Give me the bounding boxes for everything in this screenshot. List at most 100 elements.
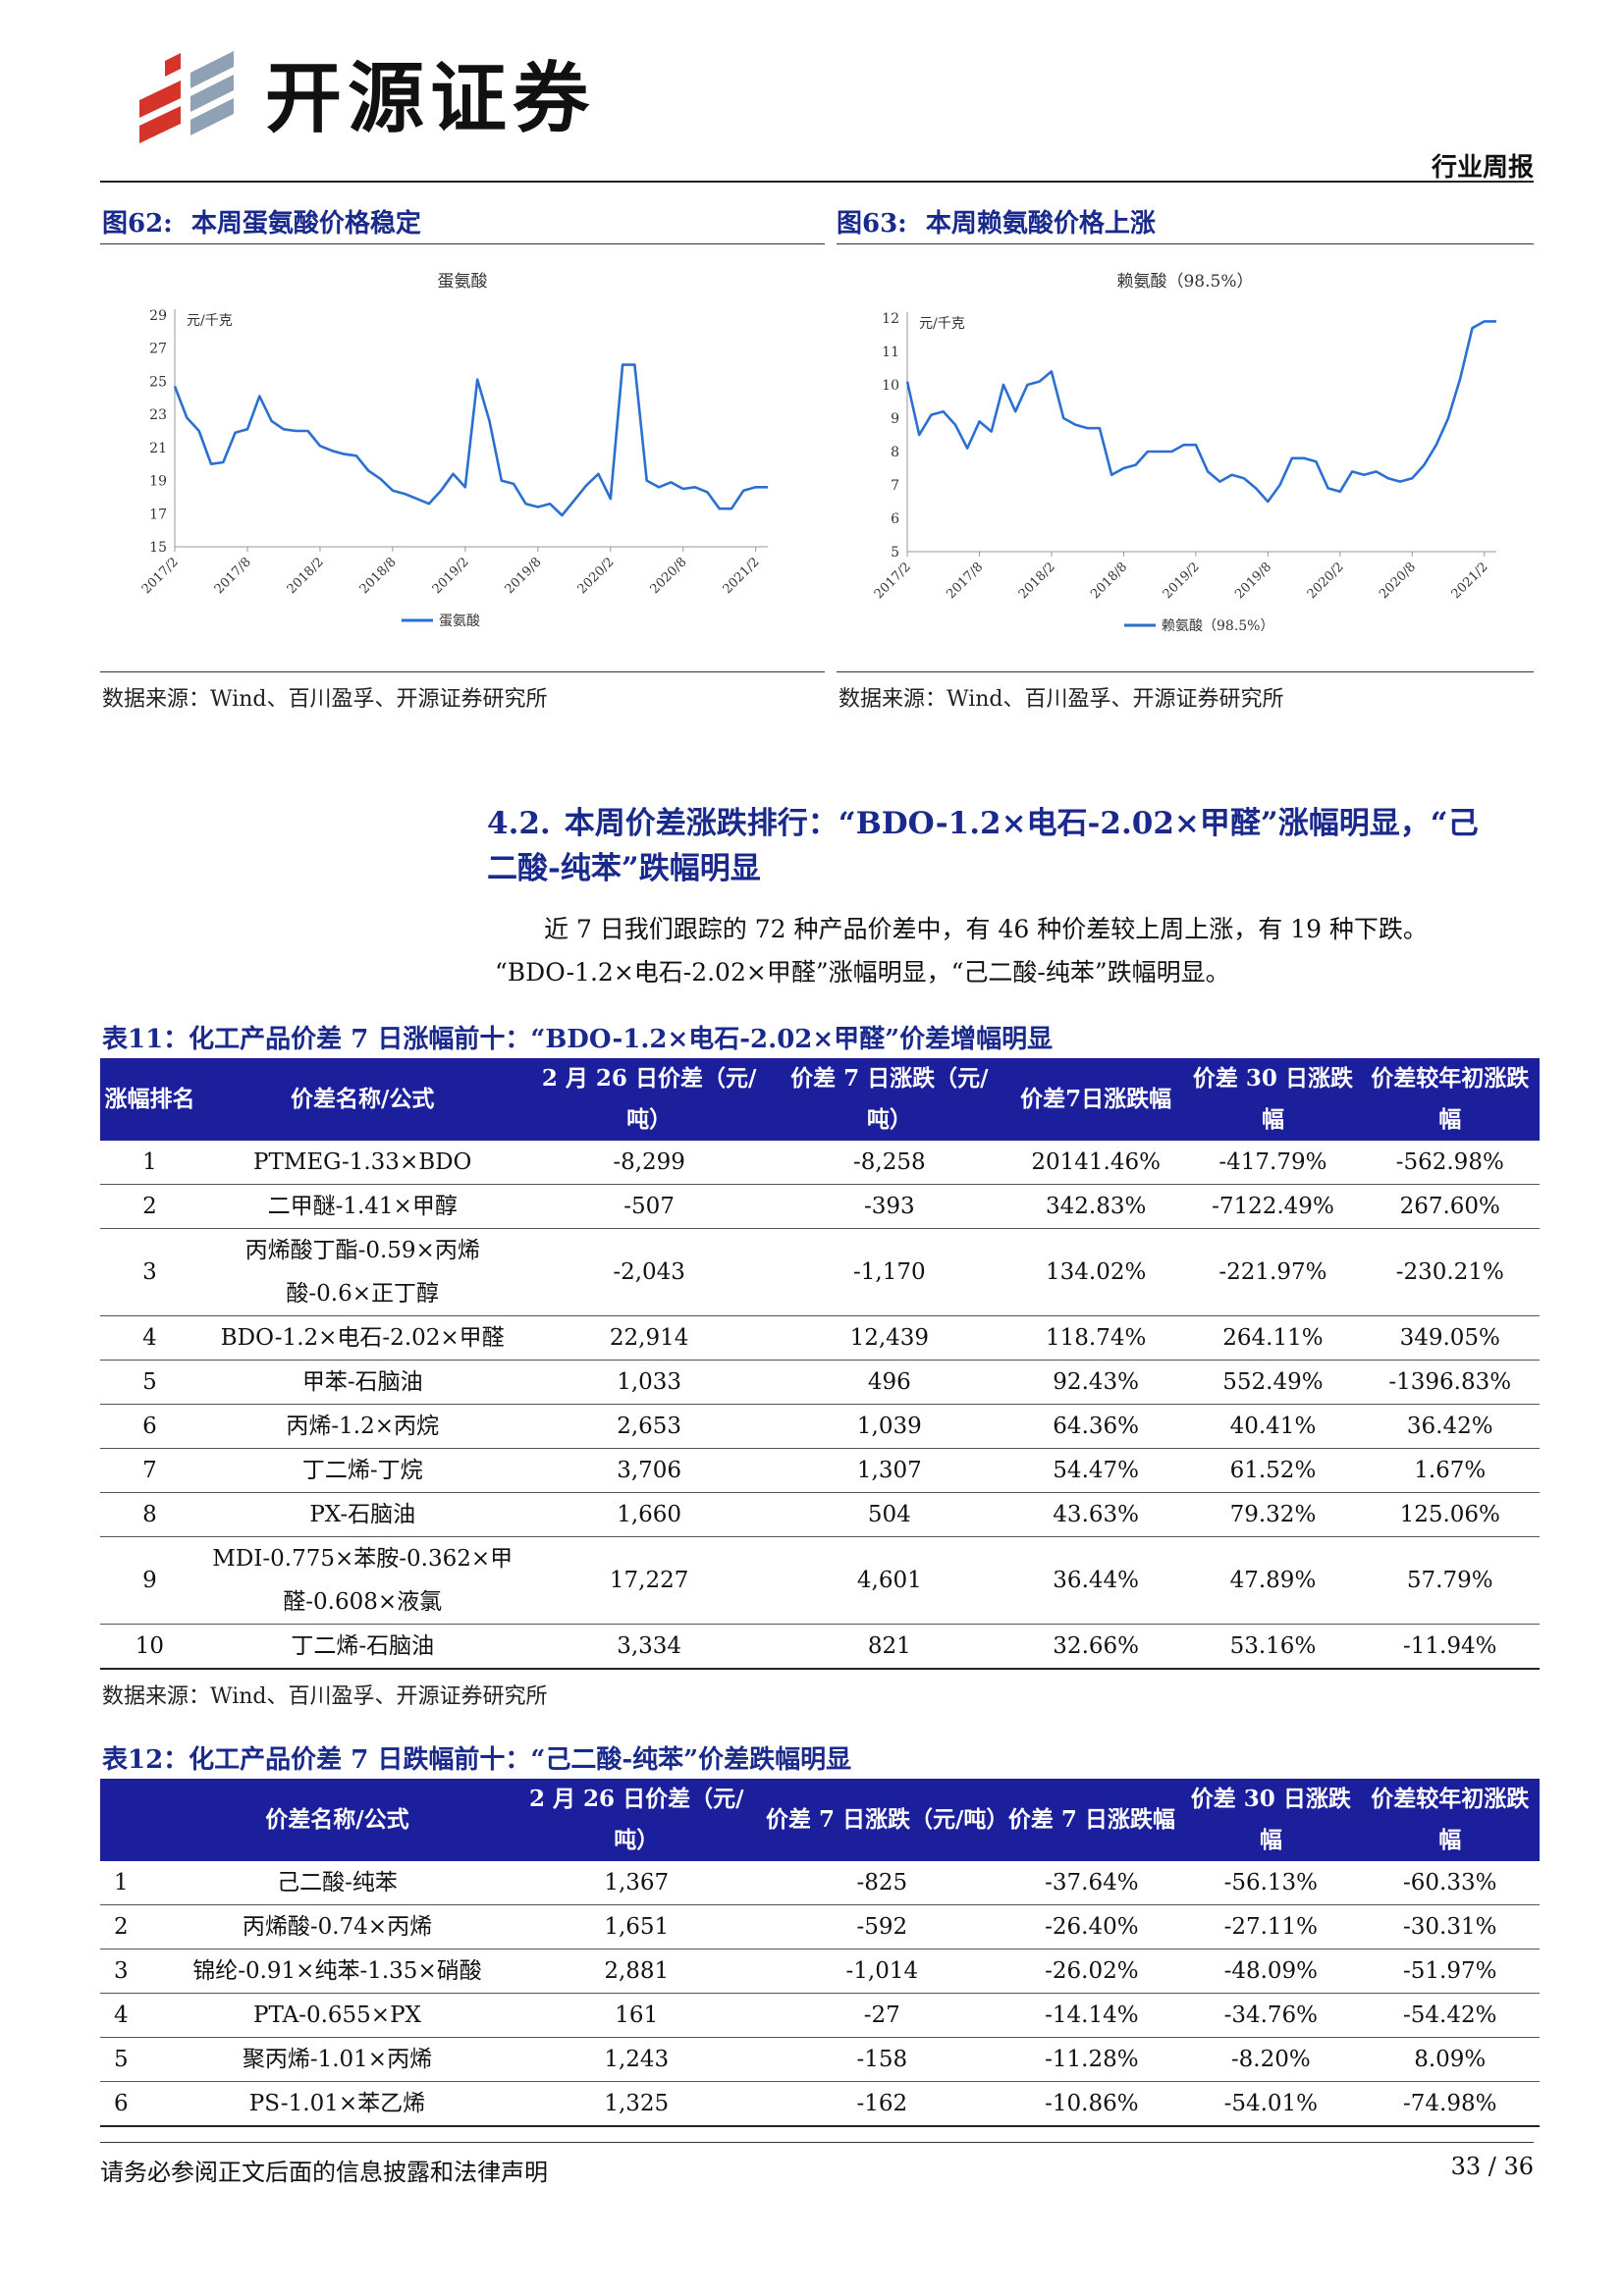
y-tick-label: 27 <box>149 342 167 357</box>
y-axis-unit-label: 元/千克 <box>919 316 965 332</box>
table-row: 4 BDO-1.2×电石-2.02×甲醛 22,914 12,439 118.74% 26… <box>100 1315 1540 1361</box>
y-tick-label: 6 <box>891 511 899 527</box>
logo-mark-icon <box>139 51 234 143</box>
y-tick-label: 7 <box>891 478 899 494</box>
table-row: 5 甲苯-石脑油 1,033 496 92.43% 552.49% -1396.83% <box>100 1360 1540 1405</box>
table-cell: -158 <box>761 2037 1002 2082</box>
table-row: 1 己二酸-纯苯 1,367 -825 -37.64% -56.13% -60.33% <box>100 1861 1540 1905</box>
x-tick-label: 2021/2 <box>721 555 763 597</box>
table-cell: -230.21% <box>1360 1228 1540 1316</box>
x-tick-label: 2019/2 <box>430 555 472 597</box>
table-cell: 552.49% <box>1185 1360 1361 1405</box>
y-tick-label: 9 <box>891 411 899 427</box>
table-cell: -26.40% <box>1001 1904 1182 1949</box>
table-cell: -417.79% <box>1185 1141 1361 1185</box>
figure-62-source: 数据来源：Wind、百川盈孚、开源证券研究所 <box>102 687 548 712</box>
series-line <box>173 363 768 517</box>
table-cell: 2,881 <box>511 1949 762 1994</box>
table-cell: 36.44% <box>1005 1536 1186 1625</box>
table-cell: 3,706 <box>525 1448 773 1493</box>
section-number: 4.2. <box>487 806 551 841</box>
y-tick-label: 19 <box>149 474 167 490</box>
figure-62-label: 图62: <box>102 209 173 239</box>
table-cell: 1,243 <box>511 2037 762 2082</box>
table-header-cell: 价差 7 日涨跌幅 <box>1001 1779 1182 1861</box>
table-cell: 496 <box>772 1360 1006 1405</box>
figure-62-caption: 本周蛋氨酸价格稳定 <box>190 209 421 239</box>
table-cell: 57.79% <box>1360 1536 1540 1625</box>
x-tick-label: 2017/2 <box>139 555 182 597</box>
table-11-title: 表11：化工产品价差 7 日涨幅前十：“BDO-1.2×电石-2.02×甲醛”价… <box>102 1025 1054 1054</box>
table-cell: 264.11% <box>1185 1315 1361 1361</box>
table-cell: -37.64% <box>1001 1861 1182 1905</box>
legend-label: 蛋氨酸 <box>439 614 480 629</box>
table-cell: 1,307 <box>772 1448 1006 1493</box>
y-tick-label: 8 <box>891 445 899 460</box>
y-tick-label: 29 <box>149 308 167 324</box>
table-cell: 349.05% <box>1360 1315 1540 1361</box>
table-cell: 54.47% <box>1005 1448 1186 1493</box>
footer-divider <box>100 2142 1534 2143</box>
table-11-source: 数据来源：Wind、百川盈孚、开源证券研究所 <box>102 1684 548 1709</box>
table-cell: -1,014 <box>761 1949 1002 1994</box>
x-tick-label: 2020/2 <box>575 555 618 597</box>
table-cell: 1 <box>100 1141 199 1185</box>
table-cell: 1,367 <box>511 1861 762 1905</box>
table-cell: -27.11% <box>1181 1904 1361 1949</box>
table-cell: -27 <box>761 1993 1002 2038</box>
section-heading: 4.2. 本周价差涨跌排行：“BDO-1.2×电石-2.02×甲醛”涨幅明显，“己… <box>487 801 1534 891</box>
table-cell: 92.43% <box>1005 1360 1186 1405</box>
table-cell: -10.86% <box>1001 2081 1182 2127</box>
table-cell: 2 <box>100 1184 199 1229</box>
table-row: 2 二甲醚-1.41×甲醇 -507 -393 342.83% -7122.49% 267.… <box>100 1184 1540 1229</box>
table-cell: 丁二烯-丁烷 <box>198 1448 526 1493</box>
table-header-cell: 价差7日涨跌幅 <box>1005 1058 1186 1141</box>
table-cell: 1.67% <box>1360 1448 1540 1493</box>
x-tick-label: 2018/2 <box>285 555 327 597</box>
figure-63-caption: 本周赖氨酸价格上涨 <box>925 209 1156 239</box>
table-cell: -7122.49% <box>1185 1184 1361 1229</box>
table-cell: PX-石脑油 <box>198 1492 526 1537</box>
figure-63-title: 图63: 本周赖氨酸价格上涨 <box>837 203 1156 240</box>
table-header-cell: 价差 7 日涨跌（元/吨） <box>761 1779 1008 1861</box>
table-cell: 二甲醚-1.41×甲醇 <box>198 1184 526 1229</box>
figure-63-source: 数据来源：Wind、百川盈孚、开源证券研究所 <box>839 687 1284 712</box>
table-header-cell: 价差名称/公式 <box>198 1058 526 1141</box>
y-tick-label: 23 <box>149 407 167 423</box>
x-tick-label: 2020/2 <box>1305 560 1347 602</box>
table-12-header-row: 价差名称/公式 2 月 26 日价差（元/吨） 价差 7 日涨跌（元/吨） 价差… <box>100 1779 1540 1861</box>
table-cell: -592 <box>761 1904 1002 1949</box>
table-cell: 821 <box>772 1624 1006 1670</box>
table-cell: MDI-0.775×苯胺-0.362×甲醛-0.608×液氯 <box>198 1536 526 1625</box>
x-tick-label: 2017/8 <box>944 560 986 602</box>
table-cell: -1396.83% <box>1360 1360 1540 1405</box>
table-cell: 5 <box>100 1360 199 1405</box>
table-cell: 6 <box>100 2081 164 2127</box>
table-cell: -11.28% <box>1001 2037 1182 2082</box>
table-cell: 3 <box>100 1228 199 1316</box>
table-cell: BDO-1.2×电石-2.02×甲醛 <box>198 1315 526 1361</box>
table-cell: 64.36% <box>1005 1404 1186 1449</box>
table-cell: 53.16% <box>1185 1624 1361 1670</box>
table-header-cell: 涨幅排名 <box>100 1058 199 1141</box>
figure-62-bottom-rule <box>100 671 825 672</box>
table-cell: 134.02% <box>1005 1228 1186 1316</box>
table-cell: 1,660 <box>525 1492 773 1537</box>
figure-63-top-rule <box>837 243 1534 244</box>
table-row: 2 丙烯酸-0.74×丙烯 1,651 -592 -26.40% -27.11% -30.3… <box>100 1904 1540 1949</box>
table-cell: -562.98% <box>1360 1141 1540 1185</box>
table-cell: 342.83% <box>1005 1184 1186 1229</box>
table-cell: 丁二烯-石脑油 <box>198 1624 526 1670</box>
x-tick-label: 2020/8 <box>648 555 690 597</box>
table-cell: 7 <box>100 1448 199 1493</box>
table-cell: 1 <box>100 1861 164 1905</box>
table-cell: PS-1.01×苯乙烯 <box>163 2081 512 2127</box>
table-row: 8 PX-石脑油 1,660 504 43.63% 79.32% 125.06% <box>100 1492 1540 1537</box>
table-cell: -56.13% <box>1181 1861 1361 1905</box>
series-line <box>905 320 1496 504</box>
table-cell: 锦纶-0.91×纯苯-1.35×硝酸 <box>163 1949 512 1994</box>
table-cell: 125.06% <box>1360 1492 1540 1537</box>
x-tick-label: 2017/8 <box>212 555 254 597</box>
table-cell: 79.32% <box>1185 1492 1361 1537</box>
